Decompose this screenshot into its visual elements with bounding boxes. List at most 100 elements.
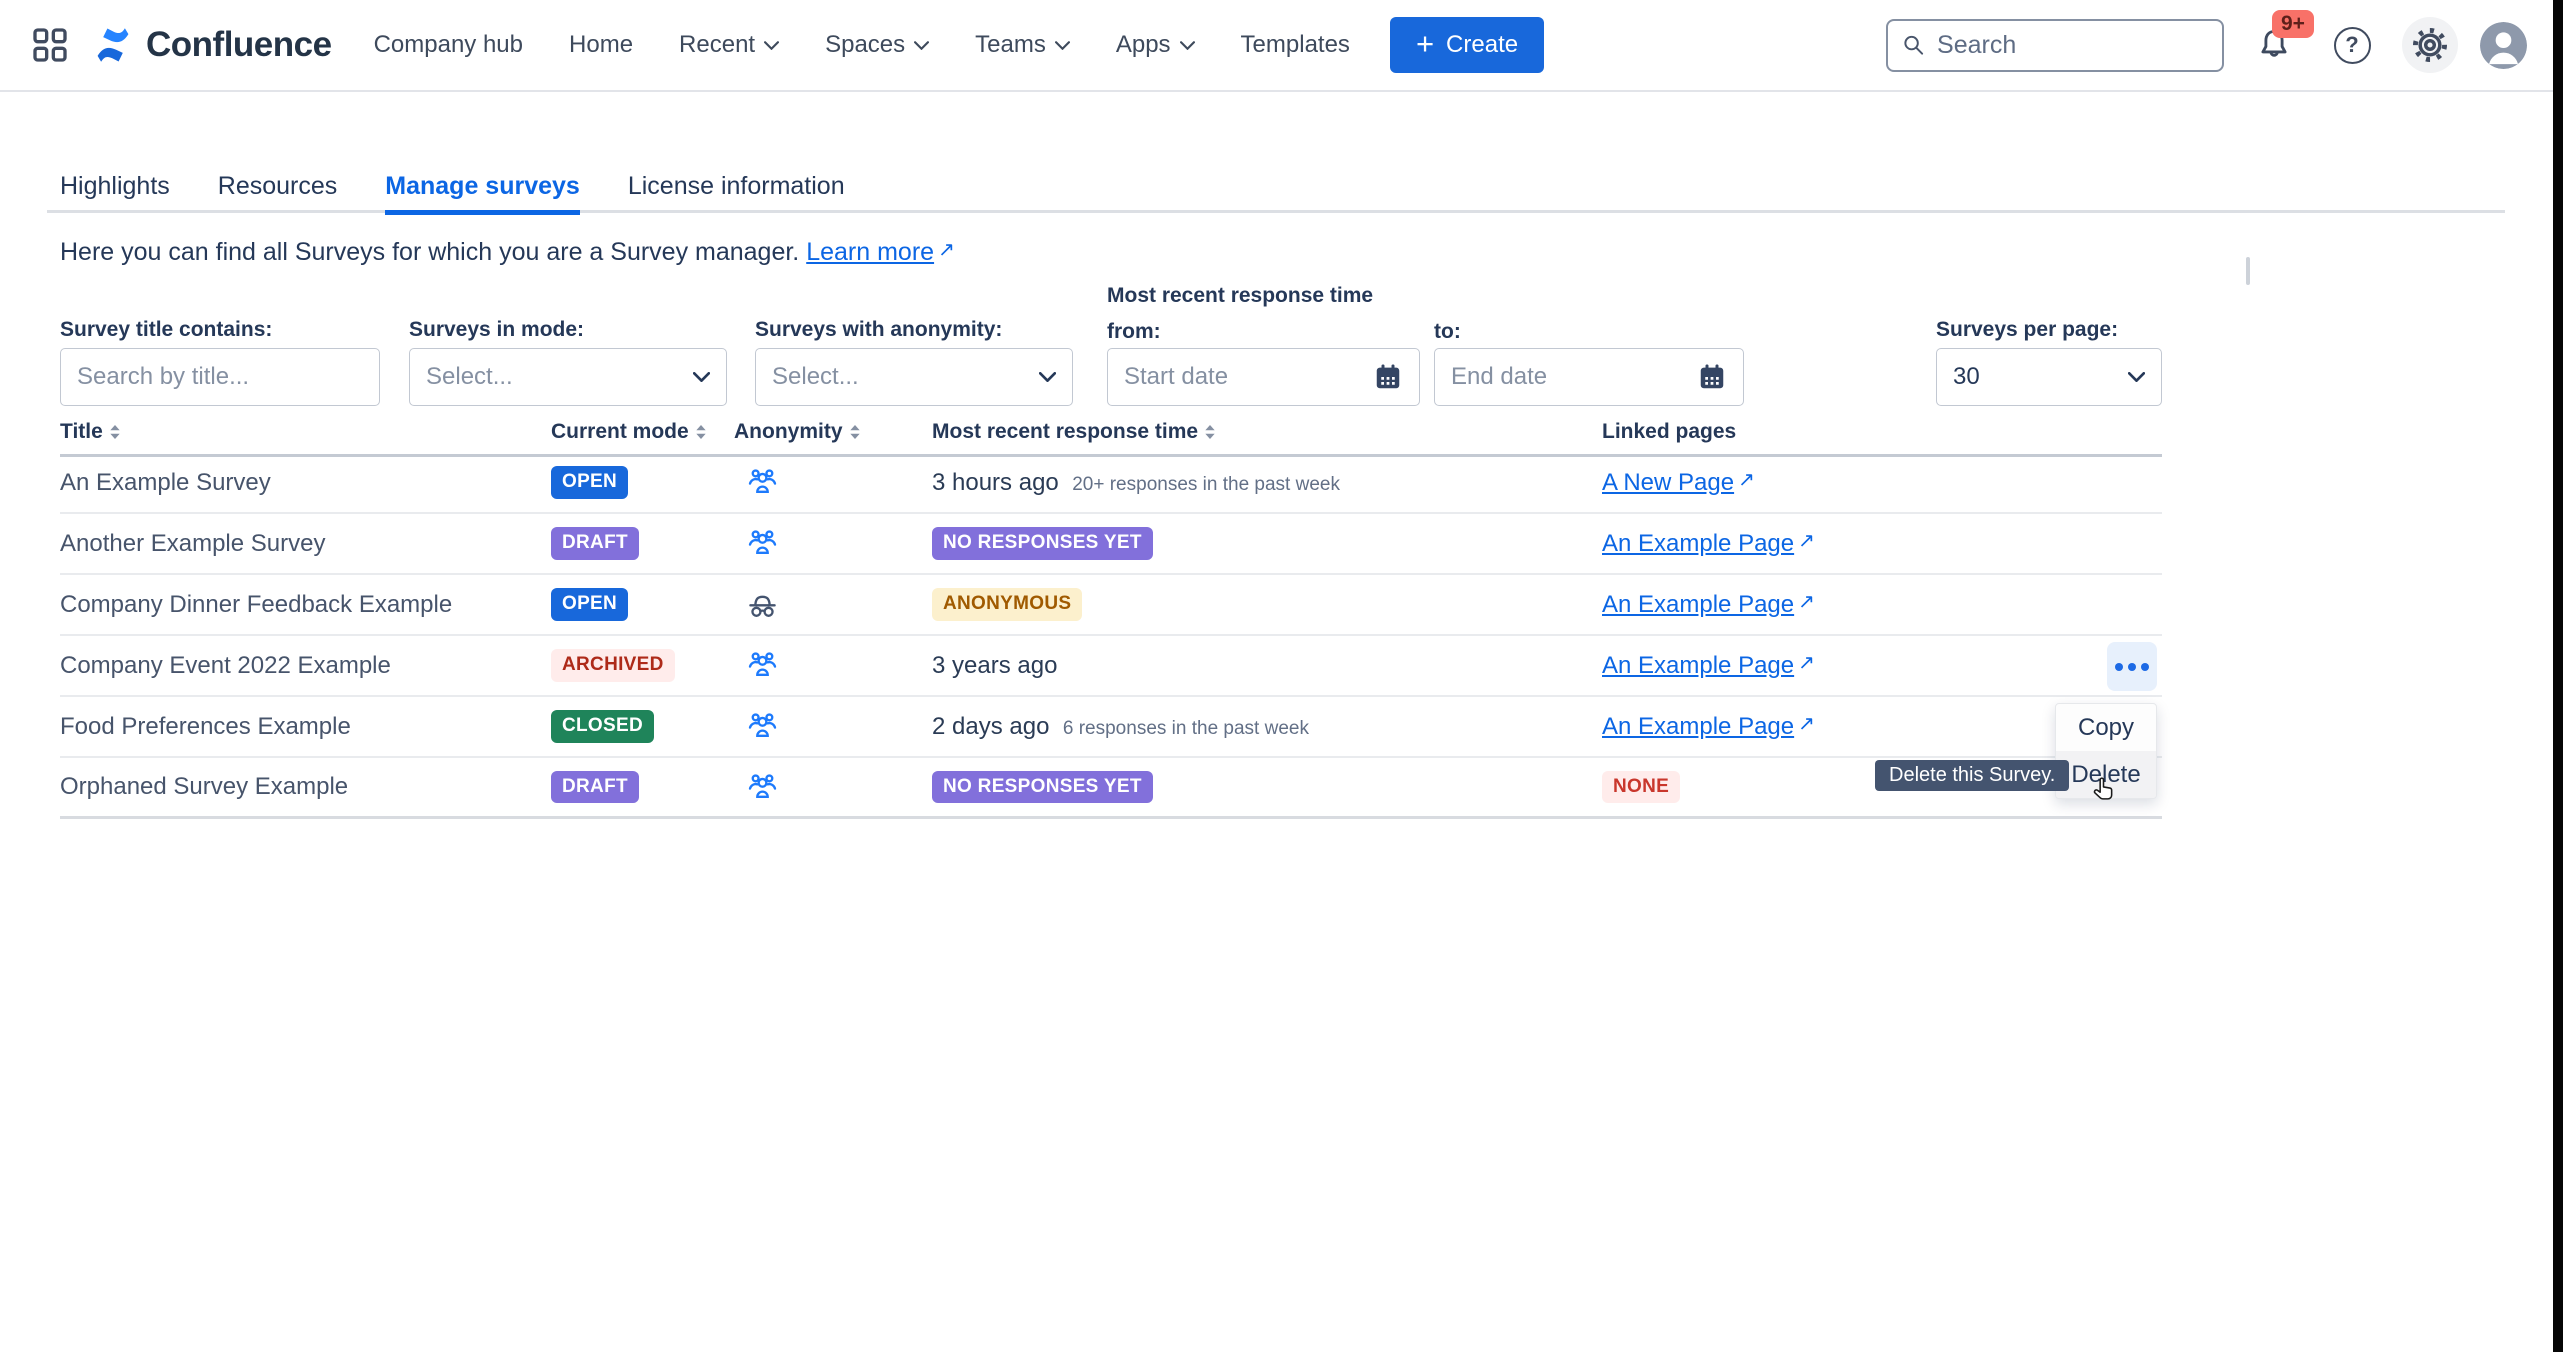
user-avatar-icon [2480, 21, 2527, 69]
column-current-mode[interactable]: Current mode [551, 420, 734, 444]
sort-icon [1205, 425, 1215, 439]
table-header: Title Current mode Anonymity Most recent… [60, 420, 2162, 457]
confluence-wordmark: Confluence [146, 25, 332, 64]
mode-badge: ARCHIVED [551, 649, 675, 682]
filter-to-label: to: [1434, 320, 1461, 343]
avatar[interactable] [2480, 21, 2527, 69]
tab-resources[interactable]: Resources [217, 172, 338, 200]
gear-icon [2412, 27, 2448, 63]
group-anonymity-icon [734, 649, 932, 682]
table-row: Another Example Survey DRAFT NO RESPONSE… [60, 514, 2162, 575]
external-link-icon: ↗ [1798, 590, 1815, 613]
linked-page-link[interactable]: An Example Page [1602, 529, 1795, 557]
surveys-table: An Example Survey OPEN 3 hours ago 20+ r… [60, 453, 2162, 819]
group-anonymity-icon [734, 466, 932, 499]
table-row: Food Preferences Example CLOSED 2 days a… [60, 697, 2162, 758]
survey-title: Another Example Survey [60, 529, 326, 557]
mode-badge: DRAFT [551, 527, 639, 560]
chevron-down-icon [914, 40, 930, 50]
nav-recent[interactable]: Recent [679, 31, 780, 59]
learn-more-link[interactable]: Learn more [806, 238, 935, 266]
linked-page-cell: NONE [1602, 770, 2162, 804]
tabs-divider [47, 210, 2505, 213]
survey-title: Company Dinner Feedback Example [60, 590, 453, 618]
filter-mode-label: Surveys in mode: [409, 318, 585, 341]
tab-manage-surveys[interactable]: Manage surveys [385, 172, 580, 215]
column-response-time[interactable]: Most recent response time [932, 420, 1602, 444]
start-date-field[interactable] [1107, 348, 1420, 406]
question-icon: ? [2333, 26, 2371, 64]
filter-anonymity-label: Surveys with anonymity: [755, 318, 1003, 341]
group-anonymity-icon [734, 710, 932, 743]
sort-icon [696, 425, 706, 439]
mode-select[interactable]: Select... [409, 348, 727, 406]
mode-badge: OPEN [551, 588, 629, 621]
menu-item-delete[interactable]: Delete [2056, 751, 2156, 798]
menu-item-copy[interactable]: Copy [2077, 713, 2135, 741]
external-link-icon: ↗ [1798, 651, 1815, 674]
chevron-down-icon [764, 40, 780, 50]
tab-license-information[interactable]: License information [627, 172, 845, 200]
tab-highlights[interactable]: Highlights [60, 172, 170, 200]
start-date-input[interactable] [1124, 363, 1373, 391]
nav-company-hub[interactable]: Company hub [373, 31, 524, 58]
linked-page-link[interactable]: An Example Page [1602, 712, 1795, 740]
table-row: Company Dinner Feedback Example OPEN ANO… [60, 575, 2162, 636]
linked-page-cell: An Example Page ↗ [1602, 591, 2162, 619]
chevron-down-icon [1039, 372, 1056, 382]
response-time-cell: NO RESPONSES YET [932, 527, 1602, 560]
sort-icon [849, 425, 860, 439]
filter-title-label: Survey title contains: [60, 318, 273, 341]
table-row: Company Event 2022 Example ARCHIVED 3 ye… [60, 636, 2162, 697]
end-date-field[interactable] [1434, 348, 1744, 406]
group-anonymity-icon [734, 771, 932, 804]
column-anonymity[interactable]: Anonymity [734, 420, 932, 444]
search-input[interactable] [1937, 30, 2208, 60]
column-title[interactable]: Title [60, 420, 551, 444]
chevron-down-icon [693, 372, 710, 382]
nav-home[interactable]: Home [569, 31, 634, 58]
linked-page-link[interactable]: A New Page [1602, 468, 1735, 496]
main-nav: Company hub Home Recent Spaces Teams App… [374, 31, 1350, 59]
notifications-button[interactable]: 9+ [2246, 10, 2314, 73]
linked-page-cell: An Example Page ↗ [1602, 713, 2162, 741]
no-responses-badge: NO RESPONSES YET [932, 770, 1153, 804]
linked-page-cell: An Example Page ↗ [1602, 652, 2162, 680]
nav-templates[interactable]: Templates [1240, 31, 1350, 58]
nav-teams[interactable]: Teams [975, 31, 1070, 59]
delete-tooltip: Delete this Survey. [1875, 760, 2070, 791]
plus-icon: + [1415, 26, 1435, 61]
linked-page-cell: A New Page ↗ [1602, 469, 2162, 497]
confluence-logo[interactable]: Confluence [92, 24, 332, 66]
per-page-select[interactable]: 30 [1936, 348, 2162, 406]
header-right-group: 9+ ? [1886, 10, 2527, 73]
chevron-down-icon [1179, 40, 1195, 50]
external-link-icon: ↗ [1738, 468, 1755, 491]
nav-apps[interactable]: Apps [1116, 31, 1195, 59]
linked-page-cell: An Example Page ↗ [1602, 530, 2162, 558]
search-box[interactable] [1886, 18, 2224, 72]
response-time-cell: 2 days ago 6 responses in the past week [932, 712, 1309, 740]
app-switcher-icon[interactable] [30, 25, 70, 65]
title-filter-input[interactable] [77, 363, 363, 391]
create-button[interactable]: + Create [1389, 17, 1545, 73]
row-actions-button[interactable] [2107, 642, 2157, 691]
calendar-icon [1376, 364, 1400, 389]
help-button[interactable]: ? [2324, 17, 2380, 73]
settings-button[interactable] [2402, 17, 2458, 73]
anonymity-select[interactable]: Select... [755, 348, 1073, 406]
survey-title: Company Event 2022 Example [60, 651, 391, 679]
incognito-anonymity-icon [734, 588, 932, 621]
linked-page-link[interactable]: An Example Page [1602, 590, 1795, 618]
response-time-cell: ANONYMOUS [932, 588, 1602, 621]
linked-page-link[interactable]: An Example Page [1602, 651, 1795, 679]
top-navigation-bar: Confluence Company hub Home Recent Space… [0, 0, 2553, 92]
filter-per-page-label: Surveys per page: [1936, 318, 2119, 341]
survey-title: Food Preferences Example [60, 712, 351, 740]
filter-response-time-label: Most recent response time [1107, 284, 1374, 307]
nav-spaces[interactable]: Spaces [825, 31, 930, 59]
response-time-cell: NO RESPONSES YET [932, 770, 1602, 804]
scrollbar-thumb[interactable] [2246, 257, 2250, 285]
end-date-input[interactable] [1451, 363, 1697, 391]
row-actions-menu: Copy Delete [2055, 703, 2157, 799]
